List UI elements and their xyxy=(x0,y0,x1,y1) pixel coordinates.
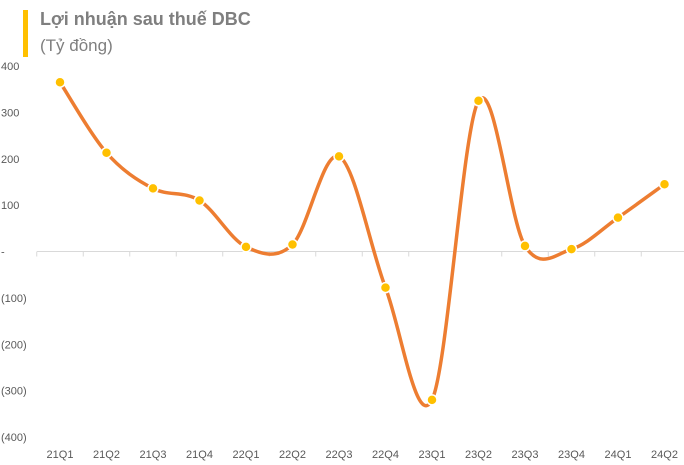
y-tick-label: 300 xyxy=(1,107,19,119)
y-tick-label: - xyxy=(1,247,5,259)
x-tick-label: 21Q2 xyxy=(93,449,120,461)
y-tick-label: 200 xyxy=(1,154,19,166)
data-point xyxy=(147,182,159,195)
x-tick-label: 21Q4 xyxy=(186,449,213,461)
data-point xyxy=(193,194,206,207)
x-tick-label: 21Q1 xyxy=(47,449,74,461)
y-tick-label: 100 xyxy=(1,200,19,212)
y-tick-label: (100) xyxy=(1,293,27,305)
data-point xyxy=(426,394,438,406)
data-point xyxy=(333,150,345,163)
markers-group xyxy=(54,76,671,406)
y-tick-label: (400) xyxy=(1,432,27,444)
data-point xyxy=(100,146,113,159)
x-tick-label: 24Q1 xyxy=(605,449,632,461)
data-point xyxy=(240,241,252,253)
y-tick-label: 400 xyxy=(1,61,19,73)
title-accent-bar xyxy=(23,10,28,57)
x-tick-label: 22Q3 xyxy=(326,449,353,461)
data-point xyxy=(54,76,66,88)
x-tick-label: 23Q3 xyxy=(512,449,539,461)
x-tick-label: 22Q1 xyxy=(233,449,260,461)
x-tick-label: 21Q3 xyxy=(140,449,167,461)
data-point xyxy=(519,240,531,252)
data-point xyxy=(379,281,392,294)
chart-subtitle: (Tỷ đồng) xyxy=(40,36,113,55)
y-tick-label: (200) xyxy=(1,339,27,351)
x-tick-label: 22Q2 xyxy=(279,449,306,461)
data-point xyxy=(472,95,485,107)
data-point xyxy=(286,238,299,251)
data-point xyxy=(658,178,671,191)
axes-group: 400 300 200 100 - (100) (200) (300) (400) 21Q1 21Q… xyxy=(1,61,684,461)
chart-title: Lợi nhuận sau thuế DBC xyxy=(40,9,251,29)
x-tick-label: 23Q2 xyxy=(465,449,492,461)
x-tick-label: 22Q4 xyxy=(372,449,399,461)
data-point xyxy=(565,243,578,255)
x-tick-label: 23Q1 xyxy=(419,449,446,461)
y-tick-label: (300) xyxy=(1,386,27,398)
data-point xyxy=(612,211,624,224)
x-tick-label: 23Q4 xyxy=(558,449,585,461)
x-tick-label: 24Q2 xyxy=(651,449,678,461)
